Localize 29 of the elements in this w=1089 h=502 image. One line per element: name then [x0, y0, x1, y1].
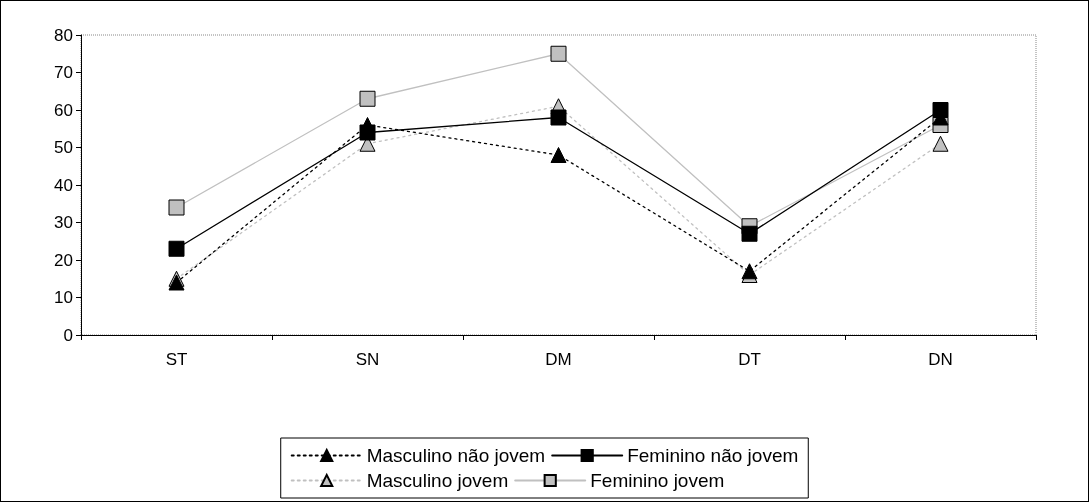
y-tick-label: 40 — [54, 175, 73, 195]
point — [550, 147, 567, 163]
point — [741, 263, 758, 280]
point — [168, 199, 185, 216]
point — [741, 225, 758, 242]
legend-label: Masculino não jovem — [366, 445, 546, 466]
x-tick-label: DT — [738, 350, 761, 369]
point — [359, 90, 376, 107]
y-tick-label: 0 — [63, 325, 73, 345]
point — [550, 109, 567, 126]
y-tick-label: 20 — [54, 250, 73, 270]
y-tick-label: 80 — [54, 25, 73, 45]
y-tick-label: 10 — [54, 288, 73, 307]
legend-label: Masculino jovem — [366, 470, 509, 491]
x-tick-label: DN — [928, 350, 953, 369]
y-tick-label: 30 — [54, 213, 73, 232]
point — [168, 240, 185, 257]
point — [932, 135, 949, 152]
x-tick-label: DM — [545, 350, 572, 369]
y-tick-label: 60 — [54, 100, 73, 120]
point — [359, 117, 376, 133]
point — [550, 45, 567, 62]
legend-label: Feminino jovem — [590, 470, 725, 491]
x-tick-label: SN — [355, 350, 380, 369]
y-tick-label: 50 — [54, 138, 73, 157]
legend-label: Feminino não jovem — [627, 445, 799, 466]
y-tick-label: 70 — [54, 63, 73, 82]
point — [168, 274, 185, 291]
x-tick-label: ST — [165, 350, 188, 369]
